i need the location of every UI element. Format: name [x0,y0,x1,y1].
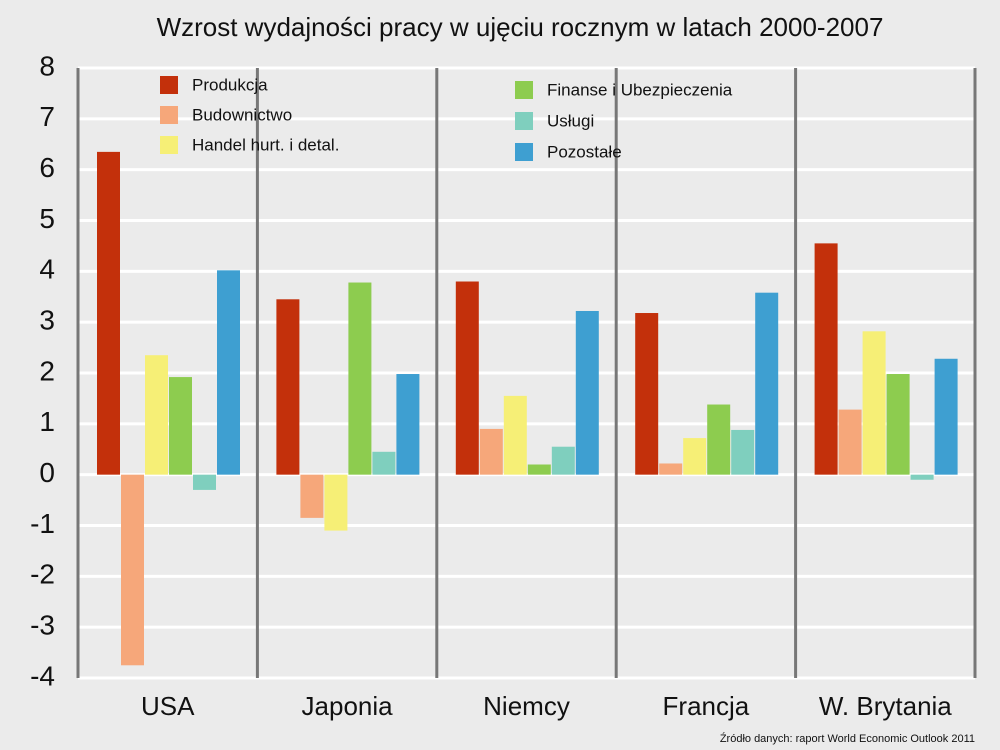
legend-label: Usługi [547,111,594,130]
legend-swatch [160,76,178,94]
legend-swatch [515,81,533,99]
bar [910,474,934,480]
chart-title: Wzrost wydajności pracy w ujęciu rocznym… [157,12,884,42]
y-tick-label: 7 [39,101,55,132]
source-note: Źródło danych: raport World Economic Out… [720,732,975,745]
legend-label: Pozostałe [547,142,622,161]
legend-label: Produkcja [192,75,268,94]
y-tick-label: -4 [30,660,55,691]
bar [551,446,575,475]
bar [731,429,755,475]
bar [503,395,527,475]
bar [121,474,144,666]
bar [479,428,503,475]
y-tick-label: 1 [39,406,55,437]
bar [455,281,479,475]
x-tick-label: Niemcy [483,691,570,721]
bar [276,299,300,475]
bar [635,313,659,475]
y-tick-label: 8 [39,50,55,81]
bar [886,374,910,475]
legend-label: Handel hurt. i detal. [192,135,339,154]
bar [683,438,707,475]
bar [193,474,216,490]
bar [145,355,168,475]
bar [755,292,779,475]
bar [396,374,420,475]
y-tick-label: 3 [39,305,55,336]
x-tick-label: Francja [663,691,750,721]
legend-swatch [160,136,178,154]
y-tick-label: -3 [30,610,55,641]
bar [575,310,599,475]
legend-label: Budownictwo [192,105,292,124]
bar [934,358,958,475]
y-tick-label: 0 [39,457,55,488]
bar [527,464,551,475]
bar [707,404,731,475]
bar [659,463,683,475]
y-tick-label: 4 [39,254,55,285]
bar [348,282,372,475]
bar [169,377,192,475]
bar [97,151,120,475]
y-tick-label: 2 [39,355,55,386]
bar [217,270,240,475]
bar [862,331,886,475]
legend-label: Finanse i Ubezpieczenia [547,80,733,99]
legend-swatch [515,143,533,161]
y-tick-label: 6 [39,152,55,183]
y-tick-label: -2 [30,559,55,590]
legend-swatch [160,106,178,124]
bar [838,409,862,475]
bar [324,474,348,531]
legend-swatch [515,112,533,130]
bar [814,243,838,475]
x-tick-label: Japonia [302,691,394,721]
y-tick-label: 5 [39,203,55,234]
bar [300,474,324,518]
x-tick-label: W. Brytania [819,691,952,721]
y-tick-label: -1 [30,508,55,539]
bar [372,451,396,475]
x-tick-label: USA [141,691,195,721]
